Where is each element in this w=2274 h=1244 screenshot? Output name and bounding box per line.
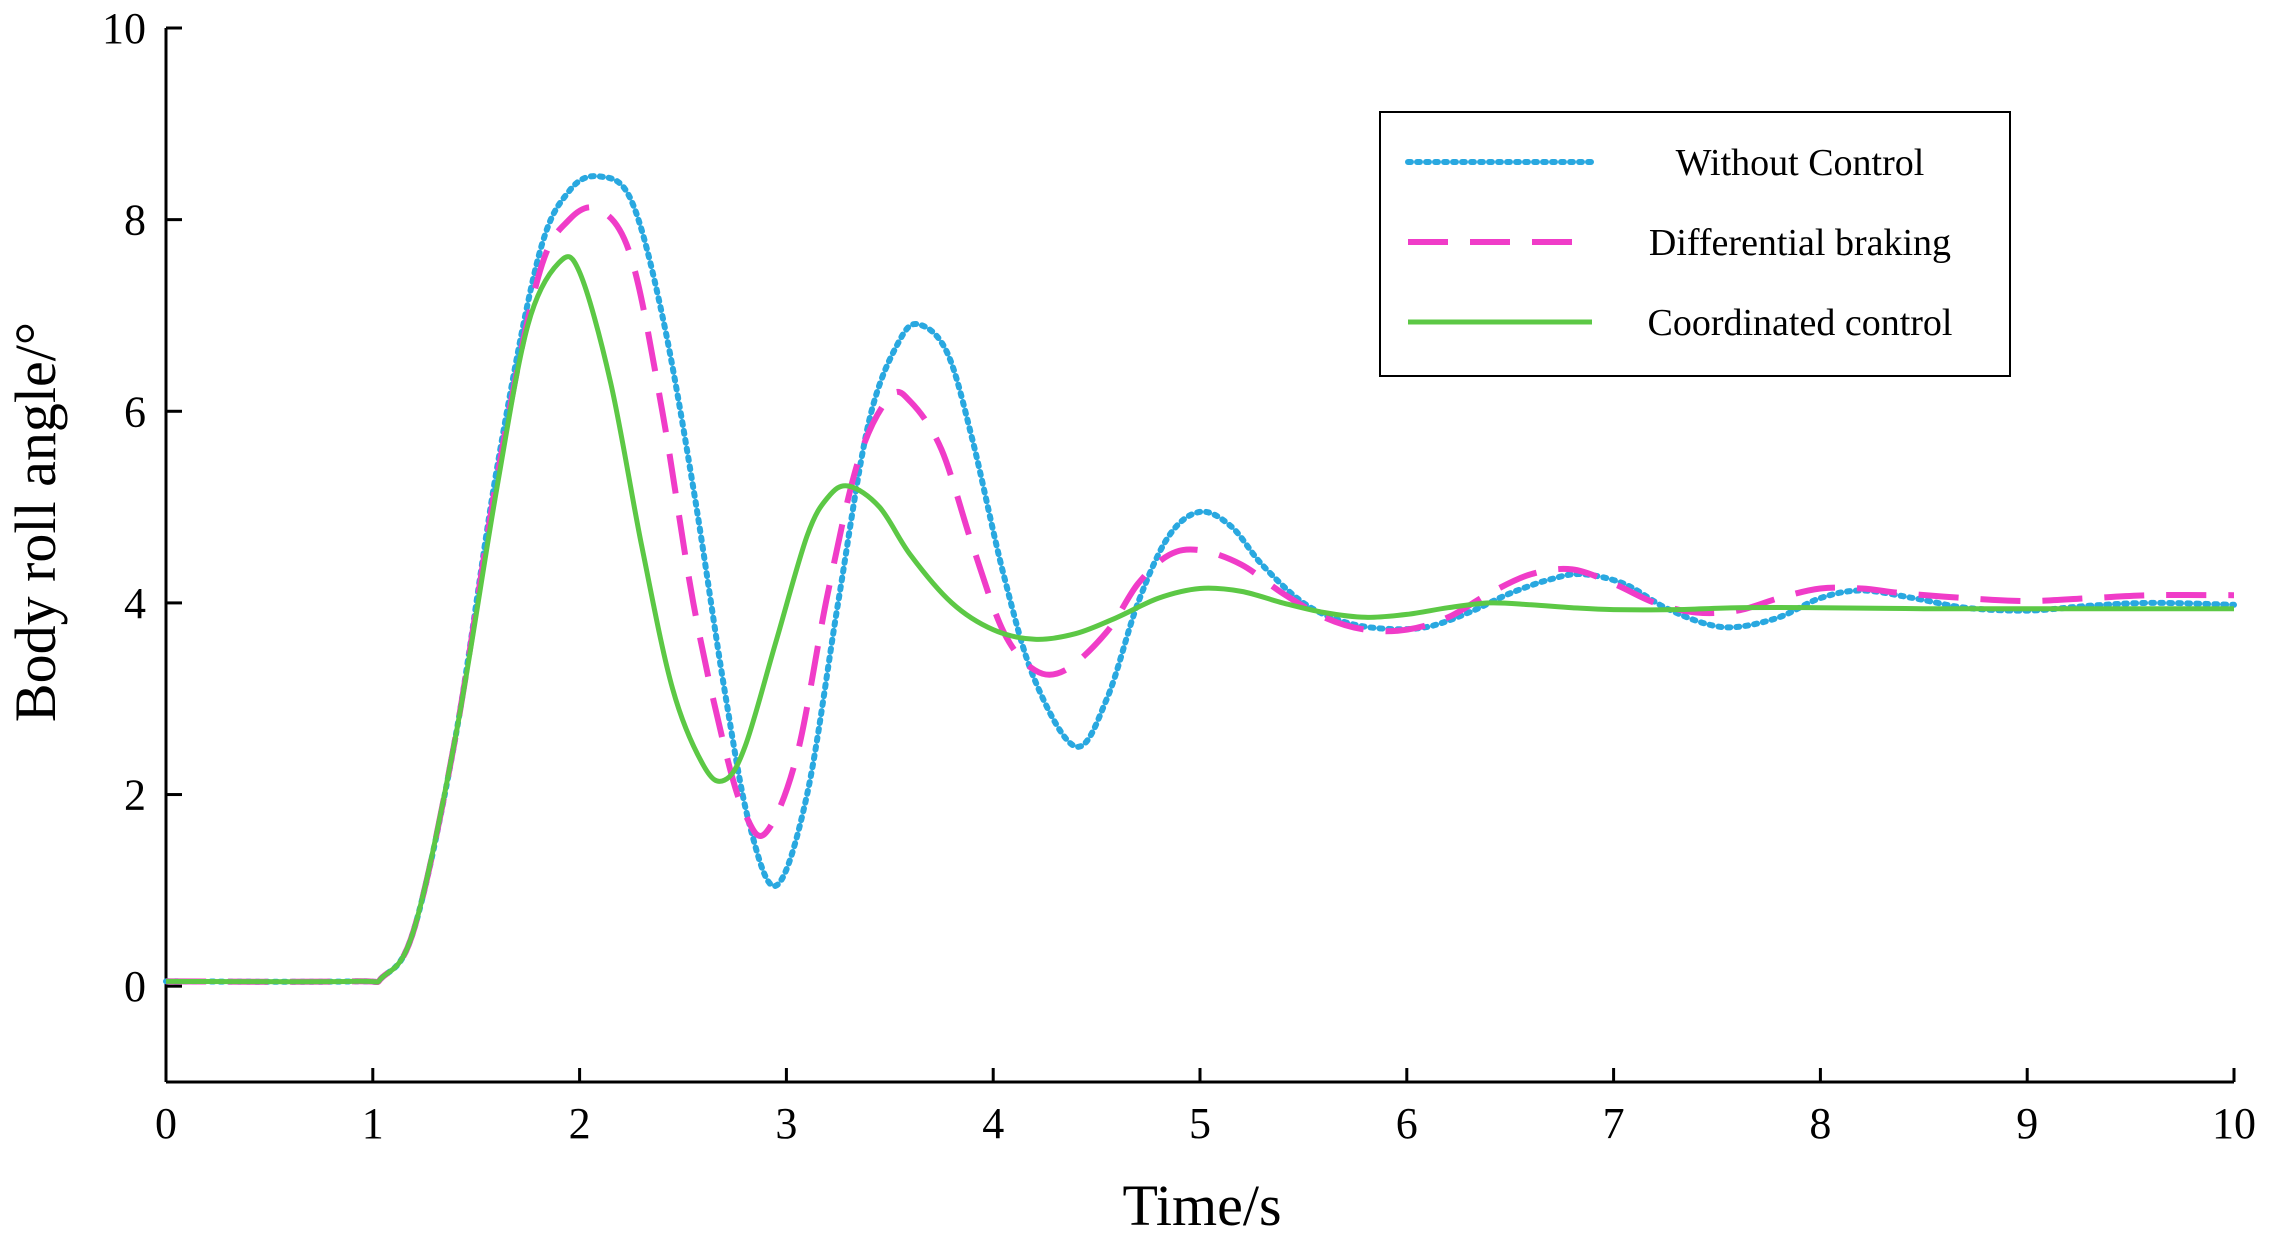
legend-label: Coordinated control (1648, 302, 1953, 344)
y-tick-label: 0 (124, 962, 146, 1011)
x-tick-label: 6 (1396, 1099, 1418, 1148)
x-tick-label: 2 (569, 1099, 591, 1148)
series-line-coordinated-control (165, 254, 2234, 985)
x-tick-label: 7 (1603, 1099, 1625, 1148)
series-line-without-control (163, 173, 2237, 985)
x-tick-label: 1 (362, 1099, 384, 1148)
y-tick-label: 2 (124, 771, 146, 820)
y-axis-title: Body roll angle/° (3, 322, 68, 722)
y-tick-label: 4 (124, 579, 146, 628)
x-tick-label: 8 (1809, 1099, 1831, 1148)
series-line-differential-braking (165, 204, 2235, 985)
legend-label: Differential braking (1649, 222, 1951, 264)
x-axis-title: Time/s (1122, 1173, 1281, 1238)
x-tick-label: 0 (155, 1099, 177, 1148)
x-tick-label: 5 (1189, 1099, 1211, 1148)
y-tick-label: 10 (102, 4, 146, 53)
legend-label: Without Control (1676, 142, 1925, 184)
x-tick-label: 3 (775, 1099, 797, 1148)
x-tick-label: 9 (2016, 1099, 2038, 1148)
x-tick-label: 4 (982, 1099, 1004, 1148)
y-tick-label: 6 (124, 387, 146, 436)
x-tick-label: 10 (2212, 1099, 2256, 1148)
y-tick-label: 8 (124, 196, 146, 245)
